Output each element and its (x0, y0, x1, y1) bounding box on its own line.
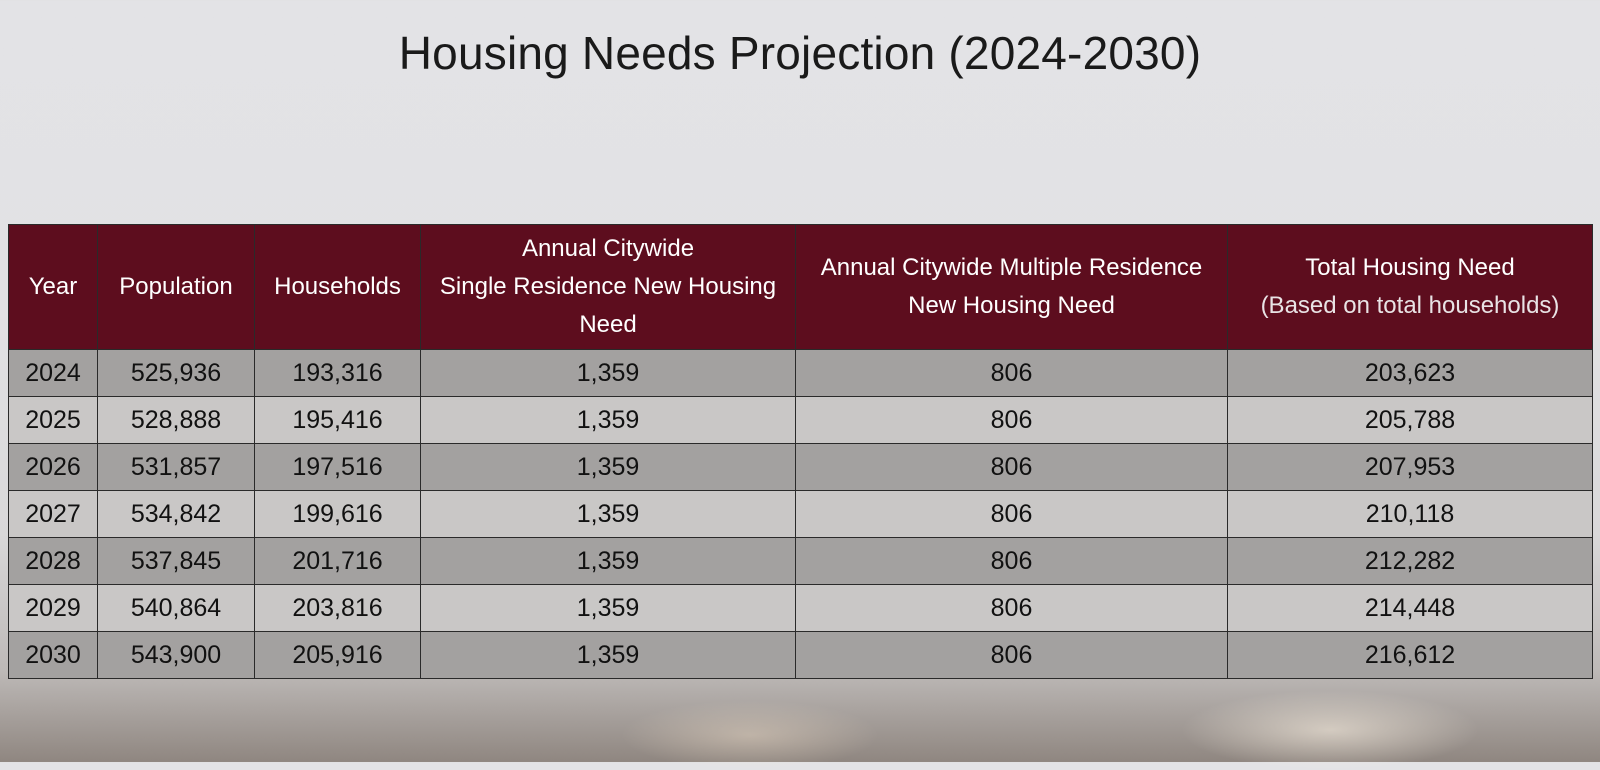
cell-households: 195,416 (254, 396, 421, 444)
cell-single-residence: 1,359 (420, 349, 796, 397)
background-light-glow (1180, 690, 1480, 770)
cell-year: 2030 (8, 631, 98, 679)
cell-single-residence: 1,359 (420, 443, 796, 491)
cell-households: 193,316 (254, 349, 421, 397)
cell-single-residence: 1,359 (420, 537, 796, 585)
cell-year: 2025 (8, 396, 98, 444)
cell-single-residence: 1,359 (420, 584, 796, 632)
cell-year: 2024 (8, 349, 98, 397)
background-light-glow-secondary (620, 700, 880, 770)
cell-total: 207,953 (1227, 443, 1593, 491)
cell-total: 214,448 (1227, 584, 1593, 632)
cell-population: 528,888 (97, 396, 255, 444)
header-total-line2: (Based on total households) (1260, 292, 1560, 319)
table-row: 2029 540,864 203,816 1,359 806 214,448 (8, 584, 1593, 632)
cell-multiple-residence: 806 (795, 490, 1228, 538)
cell-single-residence: 1,359 (420, 631, 796, 679)
table-row: 2027 534,842 199,616 1,359 806 210,118 (8, 490, 1593, 538)
cell-year: 2027 (8, 490, 98, 538)
cell-households: 205,916 (254, 631, 421, 679)
cell-year: 2029 (8, 584, 98, 632)
cell-total: 205,788 (1227, 396, 1593, 444)
header-population-label: Population (119, 273, 233, 300)
header-households-label: Households (274, 273, 401, 300)
cell-multiple-residence: 806 (795, 443, 1228, 491)
header-single-residence-need: Annual Citywide Single Residence New Hou… (420, 224, 796, 350)
cell-total: 210,118 (1227, 490, 1593, 538)
cell-multiple-residence: 806 (795, 349, 1228, 397)
header-multiple-line2: New Housing Need (908, 292, 1115, 319)
cell-multiple-residence: 806 (795, 631, 1228, 679)
header-multiple-line1: Annual Citywide Multiple Residence (820, 254, 1203, 281)
cell-population: 543,900 (97, 631, 255, 679)
header-single-line2: Single Residence New Housing (439, 273, 777, 300)
cell-single-residence: 1,359 (420, 396, 796, 444)
cell-population: 537,845 (97, 537, 255, 585)
cell-single-residence: 1,359 (420, 490, 796, 538)
cell-population: 525,936 (97, 349, 255, 397)
table-row: 2030 543,900 205,916 1,359 806 216,612 (8, 631, 1593, 679)
cell-households: 199,616 (254, 490, 421, 538)
cell-population: 540,864 (97, 584, 255, 632)
housing-projection-table: Year Population Households Annual Citywi… (8, 224, 1593, 679)
cell-total: 203,623 (1227, 349, 1593, 397)
header-single-line1: Annual Citywide (521, 235, 695, 262)
table-row: 2028 537,845 201,716 1,359 806 212,282 (8, 537, 1593, 585)
header-total-line1: Total Housing Need (1305, 254, 1515, 281)
cell-households: 197,516 (254, 443, 421, 491)
header-year: Year (8, 224, 98, 350)
header-population: Population (97, 224, 255, 350)
header-households: Households (254, 224, 421, 350)
cell-multiple-residence: 806 (795, 537, 1228, 585)
cell-multiple-residence: 806 (795, 584, 1228, 632)
table-row: 2024 525,936 193,316 1,359 806 203,623 (8, 349, 1593, 397)
table-header-row: Year Population Households Annual Citywi… (8, 224, 1593, 350)
header-multiple-residence-need: Annual Citywide Multiple Residence New H… (795, 224, 1228, 350)
header-single-line3: Need (579, 311, 637, 338)
table-row: 2026 531,857 197,516 1,359 806 207,953 (8, 443, 1593, 491)
cell-year: 2026 (8, 443, 98, 491)
header-year-label: Year (28, 273, 78, 300)
cell-population: 531,857 (97, 443, 255, 491)
cell-households: 203,816 (254, 584, 421, 632)
cell-year: 2028 (8, 537, 98, 585)
cell-households: 201,716 (254, 537, 421, 585)
cell-total: 212,282 (1227, 537, 1593, 585)
page-title: Housing Needs Projection (2024-2030) (398, 27, 1202, 79)
header-total-housing-need: Total Housing Need (Based on total house… (1227, 224, 1593, 350)
table-row: 2025 528,888 195,416 1,359 806 205,788 (8, 396, 1593, 444)
cell-multiple-residence: 806 (795, 396, 1228, 444)
cell-population: 534,842 (97, 490, 255, 538)
cell-total: 216,612 (1227, 631, 1593, 679)
